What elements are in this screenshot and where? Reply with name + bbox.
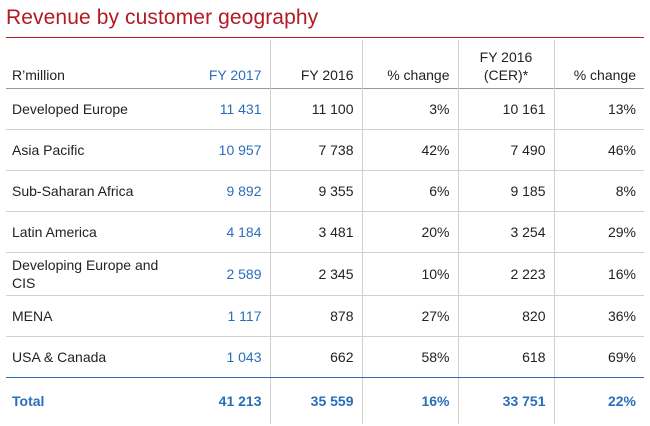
- header-cer-line1: FY 2016: [479, 49, 533, 65]
- region-name-line1: MENA: [12, 308, 53, 324]
- cell-fy2016: 662: [270, 336, 363, 378]
- region-name: Sub-Saharan Africa: [6, 170, 182, 212]
- total-fy2016: 35 559: [270, 377, 363, 424]
- cell-pct-change-cer: 13%: [554, 88, 644, 130]
- header-fy2017: FY 2017: [182, 40, 271, 89]
- header-pct-change: % change: [362, 40, 459, 89]
- region-name-line1: Asia Pacific: [12, 142, 85, 158]
- cell-fy2016-cer: 618: [458, 336, 555, 378]
- title-divider: [6, 37, 644, 38]
- cell-fy2017: 1 043: [182, 336, 271, 378]
- region-name-line1: Sub-Saharan Africa: [12, 183, 134, 199]
- cell-pct-change: 20%: [362, 211, 459, 253]
- cell-pct-change: 27%: [362, 295, 459, 337]
- total-fy2017: 41 213: [182, 377, 271, 424]
- cell-fy2017: 2 589: [182, 252, 271, 296]
- header-fy2016: FY 2016: [270, 40, 363, 89]
- header-pct-change-cer: % change: [573, 67, 636, 83]
- cell-pct-change: 10%: [362, 252, 459, 296]
- cell-fy2016: 7 738: [270, 129, 363, 171]
- cell-pct-change-cer: 69%: [554, 336, 644, 378]
- total-row: Total 41 213 35 559 16% 33 751 22%: [6, 377, 644, 424]
- region-name: MENA: [6, 295, 182, 337]
- total-label: Total: [6, 377, 182, 424]
- cell-fy2017: 11 431: [182, 88, 271, 130]
- cell-fy2016-cer: 9 185: [458, 170, 555, 212]
- revenue-table: R’million FY 2017 FY 2016 % change FY 20…: [6, 40, 644, 424]
- cell-pct-change: 58%: [362, 336, 459, 378]
- cell-pct-change-cer: 16%: [554, 252, 644, 296]
- total-pct-change: 16%: [362, 377, 459, 424]
- cell-fy2016: 11 100: [270, 88, 363, 130]
- cell-fy2017: 10 957: [182, 129, 271, 171]
- cell-fy2017: 9 892: [182, 170, 271, 212]
- cell-fy2017: 4 184: [182, 211, 271, 253]
- cell-pct-change-cer: 46%: [554, 129, 644, 171]
- table-row: Asia Pacific 10 957 7 738 42% 7 490 46%: [6, 129, 644, 171]
- table-row: Latin America 4 184 3 481 20% 3 254 29%: [6, 211, 644, 253]
- table-row: Developing Europe and CIS 2 589 2 345 10% 2 2…: [6, 252, 644, 296]
- table-row: Developed Europe 11 431 11 100 3% 10 161 13%: [6, 88, 644, 130]
- cell-fy2016-cer: 7 490: [458, 129, 555, 171]
- header-rmillion: R’million: [12, 67, 65, 83]
- cell-fy2016: 3 481: [270, 211, 363, 253]
- table-row: Sub-Saharan Africa 9 892 9 355 6% 9 185 8%: [6, 170, 644, 212]
- cell-fy2016: 878: [270, 295, 363, 337]
- cell-fy2016-cer: 820: [458, 295, 555, 337]
- cell-fy2016-cer: 10 161: [458, 88, 555, 130]
- cell-pct-change-cer: 29%: [554, 211, 644, 253]
- region-name-line1: USA & Canada: [12, 349, 107, 365]
- region-name: Developed Europe: [6, 88, 182, 130]
- total-pct-change-cer: 22%: [554, 377, 644, 424]
- cell-pct-change-cer: 8%: [554, 170, 644, 212]
- region-name: Developing Europe and CIS: [6, 252, 182, 296]
- total-fy2016-cer: 33 751: [458, 377, 555, 424]
- region-name-line2: CIS: [12, 275, 36, 291]
- cell-pct-change: 6%: [362, 170, 459, 212]
- page-title: Revenue by customer geography: [6, 6, 319, 29]
- region-name-line1: Developing Europe and: [12, 257, 159, 273]
- cell-pct-change: 42%: [362, 129, 459, 171]
- region-name: USA & Canada: [6, 336, 182, 378]
- header-fy2016-cer: FY 2016 (CER)*: [458, 40, 555, 89]
- cell-fy2016: 2 345: [270, 252, 363, 296]
- region-name: Latin America: [6, 211, 182, 253]
- cell-fy2016-cer: 2 223: [458, 252, 555, 296]
- cell-pct-change: 3%: [362, 88, 459, 130]
- region-name: Asia Pacific: [6, 129, 182, 171]
- table-row: MENA 1 117 878 27% 820 36%: [6, 295, 644, 337]
- cell-fy2016-cer: 3 254: [458, 211, 555, 253]
- table-header-row: R’million FY 2017 FY 2016 % change FY 20…: [6, 40, 644, 89]
- header-cer-line2: (CER)*: [483, 67, 529, 83]
- region-name-line1: Latin America: [12, 224, 97, 240]
- region-name-line1: Developed Europe: [12, 101, 128, 117]
- table-row: USA & Canada 1 043 662 58% 618 69%: [6, 336, 644, 378]
- cell-fy2017: 1 117: [182, 295, 271, 337]
- cell-pct-change-cer: 36%: [554, 295, 644, 337]
- cell-fy2016: 9 355: [270, 170, 363, 212]
